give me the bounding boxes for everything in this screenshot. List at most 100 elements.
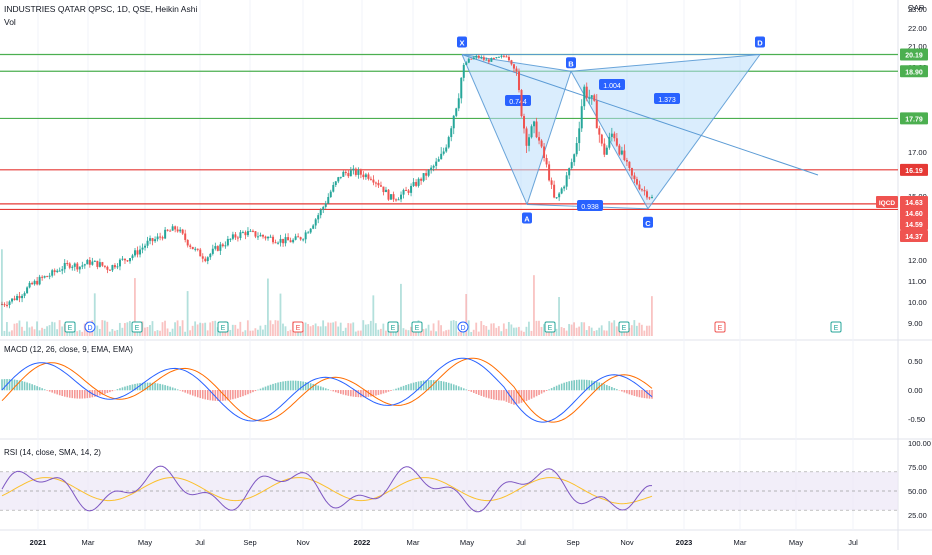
candle-body <box>139 250 141 255</box>
candle-body <box>267 237 269 238</box>
x-tick-label: Nov <box>296 538 310 547</box>
macd-histogram-bar <box>179 390 181 391</box>
candle-body <box>513 64 515 68</box>
candle-body <box>106 267 108 270</box>
macd-histogram-bar <box>327 389 329 390</box>
volume-bar <box>244 330 246 336</box>
volume-bar <box>247 320 249 336</box>
macd-histogram-bar <box>468 390 470 391</box>
volume-bar <box>262 330 264 336</box>
candle-body <box>458 98 460 108</box>
candle-body <box>116 266 118 267</box>
candle-body <box>408 190 410 192</box>
volume-bar <box>533 275 535 336</box>
candle-body <box>480 57 482 58</box>
macd-histogram-bar <box>310 383 312 390</box>
macd-histogram-bar <box>561 384 563 391</box>
candle-body <box>207 257 209 261</box>
macd-histogram-bar <box>24 382 26 391</box>
event-marker-label: E <box>296 325 301 332</box>
candle-body <box>370 179 372 180</box>
last-price-tag-label: 14.63 <box>905 200 923 207</box>
candle-body <box>538 137 540 140</box>
volume-bar <box>345 328 347 336</box>
volume-bar <box>159 331 161 336</box>
macd-histogram-bar <box>463 388 465 390</box>
candle-body <box>413 182 415 186</box>
macd-histogram-bar <box>488 390 490 398</box>
volume-bar <box>109 332 111 336</box>
volume-bar <box>76 331 78 336</box>
candle-body <box>505 56 507 57</box>
candle-body <box>322 207 324 210</box>
macd-histogram-bar <box>551 388 553 390</box>
volume-bar <box>189 330 191 336</box>
event-marker-label: E <box>834 325 839 332</box>
candle-body <box>179 230 181 232</box>
volume-bar <box>287 331 289 336</box>
candle-body <box>616 138 618 145</box>
x-tick-label: Sep <box>566 538 579 547</box>
candle-body <box>234 234 236 237</box>
volume-bar <box>403 328 405 336</box>
candle-body <box>159 237 161 238</box>
macd-histogram-bar <box>317 386 319 391</box>
macd-histogram-bar <box>21 381 23 390</box>
macd-histogram-bar <box>322 387 324 390</box>
candle-body <box>272 237 274 242</box>
macd-histogram-bar <box>558 385 560 391</box>
volume-bar <box>646 326 648 336</box>
candle-body <box>302 239 304 240</box>
volume-bar <box>36 321 38 336</box>
ratio-label: 1.004 <box>603 83 621 90</box>
volume-bar <box>633 320 635 336</box>
volume-bar <box>232 325 234 336</box>
volume-bar <box>606 331 608 336</box>
event-marker-label: E <box>135 325 140 332</box>
volume-bar <box>438 320 440 336</box>
volume-bar <box>4 331 6 336</box>
candle-body <box>212 249 214 254</box>
volume-bar <box>520 331 522 336</box>
event-marker-label: D <box>460 325 465 332</box>
candle-body <box>44 276 46 277</box>
macd-histogram-bar <box>370 390 372 397</box>
macd-histogram-bar <box>483 390 485 397</box>
candle-body <box>548 164 550 180</box>
price-tag-label: 18.90 <box>905 69 923 76</box>
candle-body <box>89 260 91 265</box>
candle-body <box>16 296 18 300</box>
candle-body <box>320 210 322 215</box>
volume-bar <box>144 328 146 336</box>
candle-body <box>152 238 154 241</box>
candle-body <box>287 237 289 240</box>
candle-body <box>76 264 78 270</box>
candle-body <box>515 69 517 72</box>
candle-body <box>478 56 480 58</box>
macd-histogram-bar <box>410 383 412 390</box>
macd-histogram-bar <box>4 379 6 390</box>
macd-histogram-bar <box>172 387 174 390</box>
candle-body <box>204 259 206 261</box>
volume-bar <box>259 326 261 336</box>
volume-bar <box>342 331 344 336</box>
candle-body <box>51 270 53 275</box>
volume-bar <box>616 326 618 336</box>
candle-body <box>46 276 48 277</box>
candle-body <box>119 260 121 267</box>
macd-histogram-bar <box>588 380 590 390</box>
macd-histogram-bar <box>54 390 56 394</box>
candle-body <box>453 116 455 128</box>
candle-body <box>495 57 497 58</box>
macd-histogram-bar <box>609 386 611 390</box>
candle-body <box>81 265 83 266</box>
candle-body <box>648 197 650 198</box>
candle-body <box>69 264 71 268</box>
last-price-tag-label: 14.59 <box>905 222 923 229</box>
candle-body <box>403 190 405 195</box>
volume-bar <box>267 279 269 336</box>
event-marker-label: D <box>87 325 92 332</box>
macd-histogram-bar <box>473 390 475 393</box>
macd-histogram-bar <box>56 390 58 394</box>
